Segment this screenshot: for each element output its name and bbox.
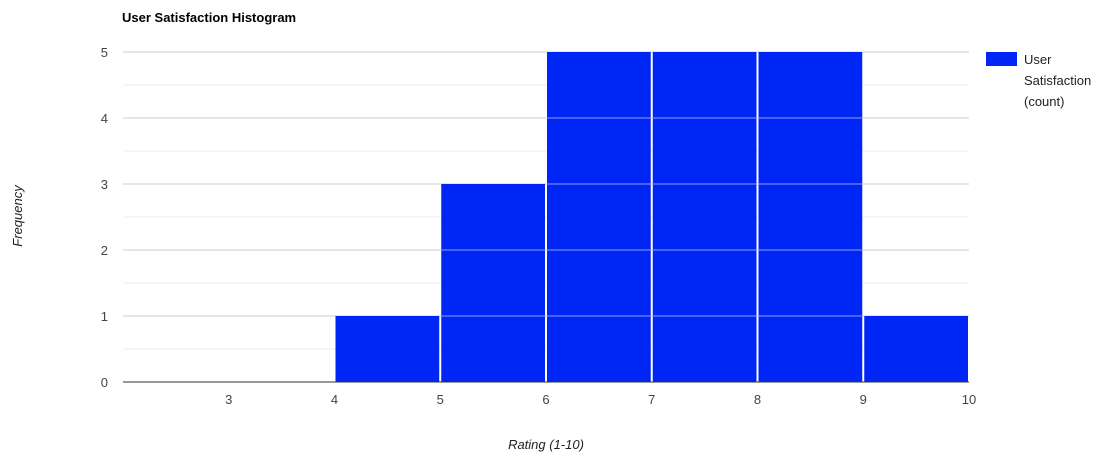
x-tick-label: 5 [437, 392, 444, 407]
x-tick-label: 10 [962, 392, 976, 407]
bars-layer [335, 52, 968, 382]
x-tick-label: 7 [648, 392, 655, 407]
legend: User Satisfaction (count) [986, 52, 1091, 109]
chart-title: User Satisfaction Histogram [122, 10, 296, 25]
y-tick-label: 5 [101, 45, 108, 60]
y-tick-label: 0 [101, 375, 108, 390]
legend-label-line: (count) [1024, 94, 1064, 109]
histogram-bar [652, 52, 757, 382]
histogram-bar [547, 52, 651, 382]
histogram-bar [758, 52, 863, 382]
legend-label-line: Satisfaction [1024, 73, 1091, 88]
y-axis-title: Frequency [10, 184, 25, 247]
x-axis-title: Rating (1-10) [508, 437, 584, 452]
legend-label: User Satisfaction (count) [1024, 52, 1091, 109]
x-tick-label: 6 [542, 392, 549, 407]
y-tick-label: 3 [101, 177, 108, 192]
y-tick-label: 4 [101, 111, 108, 126]
legend-label-line: User [1024, 52, 1052, 67]
y-tick-labels: 0 1 2 3 4 5 [101, 45, 108, 390]
y-tick-label: 2 [101, 243, 108, 258]
x-tick-label: 8 [754, 392, 761, 407]
histogram-bar [864, 316, 968, 382]
y-tick-label: 1 [101, 309, 108, 324]
x-tick-label: 3 [225, 392, 232, 407]
x-tick-label: 4 [331, 392, 338, 407]
histogram-bar [335, 316, 440, 382]
histogram-bar [441, 184, 545, 382]
legend-swatch [986, 52, 1017, 66]
x-tick-labels: 3 4 5 6 7 8 9 10 [225, 392, 976, 407]
x-tick-label: 9 [860, 392, 867, 407]
